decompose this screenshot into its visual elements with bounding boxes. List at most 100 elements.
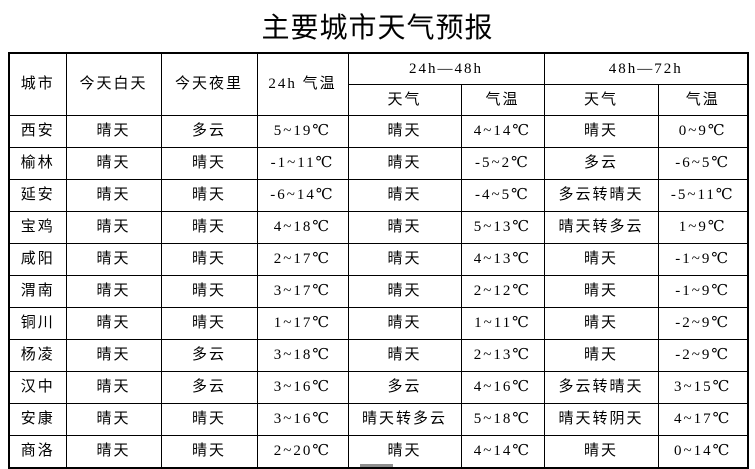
day-weather-cell: 晴天 — [65, 435, 162, 469]
night-weather-cell: 晴天 — [160, 211, 258, 244]
header-temp-24h: 24h 气温 — [256, 52, 349, 116]
temp-24-48-cell: 4~14℃ — [460, 115, 545, 148]
temp-48-72-cell: -2~9℃ — [657, 339, 749, 372]
temp-48-72-cell: 3~15℃ — [657, 371, 749, 404]
header-group-24-48: 24h—48h — [347, 52, 545, 85]
temp-24-48-cell: -4~5℃ — [460, 179, 545, 212]
temp-24-48-cell: 5~13℃ — [460, 211, 545, 244]
weather-48-72-cell: 多云转晴天 — [543, 371, 659, 404]
temp-24h-cell: -6~14℃ — [256, 179, 349, 212]
weather-24-48-cell: 晴天 — [347, 179, 462, 212]
temp-24-48-cell: 4~16℃ — [460, 371, 545, 404]
day-weather-cell: 晴天 — [65, 339, 162, 372]
temp-48-72-cell: 0~14℃ — [657, 435, 749, 469]
day-weather-cell: 晴天 — [65, 371, 162, 404]
weather-24-48-cell: 晴天 — [347, 147, 462, 180]
temp-48-72-cell: 1~9℃ — [657, 211, 749, 244]
night-weather-cell: 多云 — [160, 115, 258, 148]
night-weather-cell: 晴天 — [160, 307, 258, 340]
header-temp-24-48: 气温 — [460, 84, 545, 116]
night-weather-cell: 晴天 — [160, 403, 258, 436]
weather-24-48-cell: 晴天 — [347, 275, 462, 308]
night-weather-cell: 晴天 — [160, 243, 258, 276]
header-today-day: 今天白天 — [65, 52, 162, 116]
table-row: 商洛 晴天 晴天 2~20℃ 晴天 4~14℃ 晴天 0~14℃ — [8, 435, 749, 469]
city-cell: 商洛 — [8, 435, 67, 469]
night-weather-cell: 晴天 — [160, 147, 258, 180]
night-weather-cell: 晴天 — [160, 179, 258, 212]
night-weather-cell: 多云 — [160, 371, 258, 404]
city-cell: 杨凌 — [8, 339, 67, 372]
weather-24-48-cell: 晴天 — [347, 307, 462, 340]
table-row: 杨凌 晴天 多云 3~18℃ 晴天 2~13℃ 晴天 -2~9℃ — [8, 339, 749, 372]
night-weather-cell: 晴天 — [160, 435, 258, 469]
table-row: 宝鸡 晴天 晴天 4~18℃ 晴天 5~13℃ 晴天转多云 1~9℃ — [8, 211, 749, 244]
day-weather-cell: 晴天 — [65, 211, 162, 244]
temp-48-72-cell: -1~9℃ — [657, 275, 749, 308]
header-today-night: 今天夜里 — [160, 52, 258, 116]
night-weather-cell: 多云 — [160, 339, 258, 372]
weather-48-72-cell: 晴天转多云 — [543, 211, 659, 244]
weather-24-48-cell: 晴天 — [347, 339, 462, 372]
city-cell: 汉中 — [8, 371, 67, 404]
weather-48-72-cell: 晴天 — [543, 275, 659, 308]
weather-48-72-cell: 晴天 — [543, 435, 659, 469]
table-row: 铜川 晴天 晴天 1~17℃ 晴天 1~11℃ 晴天 -2~9℃ — [8, 307, 749, 340]
weather-table-body: 西安 晴天 多云 5~19℃ 晴天 4~14℃ 晴天 0~9℃ 榆林 晴天 晴天 -1~11℃ 晴天 -5… — [8, 115, 749, 469]
city-cell: 铜川 — [8, 307, 67, 340]
temp-24-48-cell: 4~13℃ — [460, 243, 545, 276]
day-weather-cell: 晴天 — [65, 403, 162, 436]
temp-24h-cell: 2~17℃ — [256, 243, 349, 276]
temp-24-48-cell: 1~11℃ — [460, 307, 545, 340]
table-row: 渭南 晴天 晴天 3~17℃ 晴天 2~12℃ 晴天 -1~9℃ — [8, 275, 749, 308]
weather-table: 城市 今天白天 今天夜里 24h 气温 24h—48h 48h—72h 天气 气… — [8, 52, 749, 469]
temp-48-72-cell: -1~9℃ — [657, 243, 749, 276]
header-group-48-72: 48h—72h — [543, 52, 749, 85]
weather-48-72-cell: 晴天转阴天 — [543, 403, 659, 436]
day-weather-cell: 晴天 — [65, 115, 162, 148]
weather-24-48-cell: 晴天转多云 — [347, 403, 462, 436]
temp-24-48-cell: 2~13℃ — [460, 339, 545, 372]
temp-24h-cell: 3~17℃ — [256, 275, 349, 308]
weather-24-48-cell: 晴天 — [347, 211, 462, 244]
table-row: 汉中 晴天 多云 3~16℃ 多云 4~16℃ 多云转晴天 3~15℃ — [8, 371, 749, 404]
temp-24-48-cell: 5~18℃ — [460, 403, 545, 436]
header-temp-48-72: 气温 — [657, 84, 749, 116]
city-cell: 榆林 — [8, 147, 67, 180]
weather-48-72-cell: 多云 — [543, 147, 659, 180]
table-row: 西安 晴天 多云 5~19℃ 晴天 4~14℃ 晴天 0~9℃ — [8, 115, 749, 148]
day-weather-cell: 晴天 — [65, 307, 162, 340]
bottom-cropped-bar — [360, 464, 393, 467]
weather-48-72-cell: 晴天 — [543, 339, 659, 372]
temp-48-72-cell: 0~9℃ — [657, 115, 749, 148]
city-cell: 宝鸡 — [8, 211, 67, 244]
header-city: 城市 — [8, 52, 67, 116]
day-weather-cell: 晴天 — [65, 275, 162, 308]
weather-24-48-cell: 晴天 — [347, 115, 462, 148]
page-title: 主要城市天气预报 — [261, 12, 494, 43]
temp-48-72-cell: -6~5℃ — [657, 147, 749, 180]
table-row: 榆林 晴天 晴天 -1~11℃ 晴天 -5~2℃ 多云 -6~5℃ — [8, 147, 749, 180]
temp-24h-cell: 3~16℃ — [256, 403, 349, 436]
header-weather-24-48: 天气 — [347, 84, 462, 116]
temp-24h-cell: 5~19℃ — [256, 115, 349, 148]
day-weather-cell: 晴天 — [65, 147, 162, 180]
temp-48-72-cell: -5~11℃ — [657, 179, 749, 212]
weather-48-72-cell: 晴天 — [543, 307, 659, 340]
city-cell: 延安 — [8, 179, 67, 212]
weather-24-48-cell: 晴天 — [347, 243, 462, 276]
temp-24-48-cell: -5~2℃ — [460, 147, 545, 180]
table-row: 安康 晴天 晴天 3~16℃ 晴天转多云 5~18℃ 晴天转阴天 4~17℃ — [8, 403, 749, 436]
temp-24h-cell: -1~11℃ — [256, 147, 349, 180]
weather-48-72-cell: 多云转晴天 — [543, 179, 659, 212]
temp-24-48-cell: 4~14℃ — [460, 435, 545, 469]
weather-48-72-cell: 晴天 — [543, 115, 659, 148]
city-cell: 咸阳 — [8, 243, 67, 276]
temp-24h-cell: 3~18℃ — [256, 339, 349, 372]
header-weather-48-72: 天气 — [543, 84, 659, 116]
city-cell: 渭南 — [8, 275, 67, 308]
temp-24h-cell: 4~18℃ — [256, 211, 349, 244]
city-cell: 西安 — [8, 115, 67, 148]
temp-48-72-cell: -2~9℃ — [657, 307, 749, 340]
temp-24h-cell: 2~20℃ — [256, 435, 349, 469]
